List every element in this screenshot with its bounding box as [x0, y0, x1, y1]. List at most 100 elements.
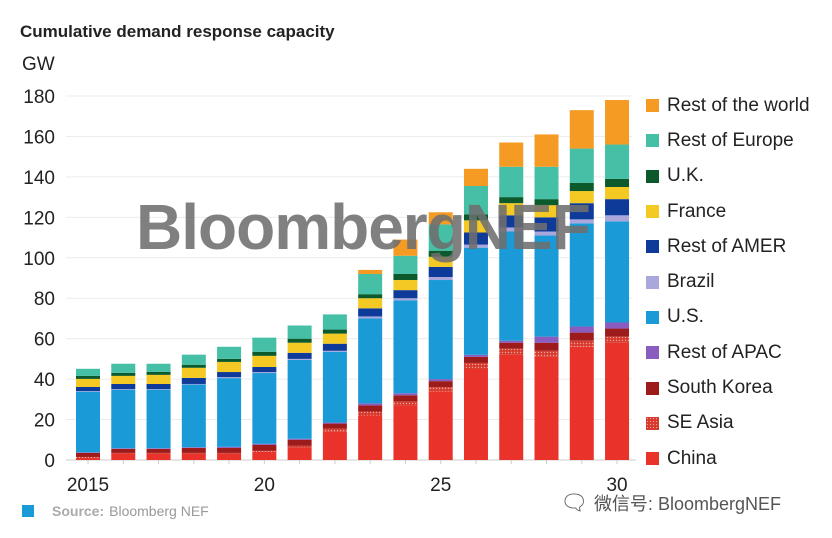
bar-segment [358, 318, 383, 404]
bar-segment [322, 351, 347, 423]
source-note: Source: Bloomberg NEF [22, 503, 209, 519]
bar-segment [463, 354, 488, 357]
bar-segment [181, 453, 206, 460]
bar-segment [428, 280, 453, 380]
bar-segment [181, 383, 206, 385]
bar-segment [287, 439, 312, 446]
bar-segment [499, 231, 524, 341]
bar-segment [76, 378, 100, 387]
legend-label: Rest of the world [667, 94, 810, 116]
bar-segment [499, 203, 524, 216]
bar-segment [111, 448, 136, 449]
bar-segment [111, 448, 136, 453]
bar-segment [252, 451, 277, 460]
legend-swatch [646, 381, 659, 395]
bar-segment [569, 223, 594, 327]
bar-segment [217, 358, 242, 362]
bar-segment [358, 415, 383, 460]
bar-segment [463, 220, 488, 233]
y-tick-label: 120 [23, 208, 55, 229]
legend-item: Rest of Europe [646, 123, 810, 158]
bar-segment [463, 232, 488, 245]
bar-segment [358, 411, 383, 416]
bar-segment [358, 294, 383, 299]
bar-segment [287, 359, 312, 439]
bar-segment [181, 447, 206, 453]
bar-segment [499, 340, 524, 343]
legend-item: Brazil [646, 264, 810, 299]
bar-segment [534, 350, 559, 357]
source-text: Bloomberg NEF [109, 503, 209, 519]
bar-segment [499, 166, 524, 198]
bar-segment [252, 450, 277, 452]
bar-segment [322, 431, 347, 460]
legend-label: Brazil [667, 271, 715, 293]
bar-segment [605, 215, 630, 222]
bar-segment [217, 378, 242, 447]
bar-segment [146, 363, 171, 372]
bar-segment [76, 452, 100, 457]
bar-segment [463, 214, 488, 221]
legend-swatch [646, 452, 659, 466]
bar-segment [252, 372, 277, 374]
bar-segment [358, 269, 383, 274]
legend-item: South Korea [646, 370, 810, 405]
bar-segment [569, 219, 594, 224]
bar-segment [287, 352, 312, 359]
bar-segment [146, 452, 171, 454]
bar-segment [322, 422, 347, 424]
wechat-credit: 🗨 微信号: BloombergNEF [560, 490, 781, 516]
bar-segment [534, 166, 559, 200]
legend-swatch [646, 99, 659, 113]
legend-label: South Korea [667, 377, 773, 399]
y-tick-label: 100 [23, 249, 55, 270]
bar-segment [146, 389, 171, 390]
bar-segment [605, 187, 630, 200]
bar-segment [252, 351, 277, 356]
bar-segment [499, 342, 524, 349]
source-label: Source: [52, 503, 105, 519]
bar-segment [287, 325, 312, 339]
legend-label: U.S. [667, 306, 704, 328]
bar-segment [499, 348, 524, 355]
legend-swatch [646, 346, 659, 360]
bar-segment [181, 354, 206, 365]
bar-segment [181, 364, 206, 368]
bar-segment [76, 457, 100, 460]
bar-segment [428, 387, 453, 392]
bar-segment [605, 328, 630, 337]
bar-segment [217, 346, 242, 359]
bar-segment [499, 197, 524, 204]
y-axis-label: GW [22, 54, 55, 75]
bar-segment [463, 247, 488, 355]
legend-swatch [646, 310, 659, 324]
bar-segment [534, 336, 559, 343]
bar-segment [428, 276, 453, 281]
legend-swatch [646, 134, 659, 148]
bar-segment [605, 199, 630, 216]
bar-segment [393, 401, 418, 406]
bar-segment [428, 212, 453, 225]
legend-item: U.K. [646, 159, 810, 194]
legend-item: Rest of APAC [646, 335, 810, 370]
bar-segment [428, 250, 453, 257]
legend-swatch [646, 275, 659, 289]
bar-segment [111, 389, 136, 390]
bar-segment [463, 369, 488, 460]
bar-segment [358, 403, 383, 406]
bar-segment [569, 148, 594, 183]
bar-segment [569, 191, 594, 204]
legend-item: France [646, 194, 810, 229]
bar-segment [463, 168, 488, 186]
bar-segment [217, 377, 242, 379]
bar-segment [252, 337, 277, 352]
bar-segment [534, 356, 559, 460]
bar-segment [76, 452, 100, 453]
y-tick-label: 180 [23, 87, 55, 108]
bar-segment [287, 358, 312, 360]
legend-label: Rest of AMER [667, 235, 787, 257]
bar-segment [217, 453, 242, 460]
legend-item: Rest of AMER [646, 229, 810, 264]
